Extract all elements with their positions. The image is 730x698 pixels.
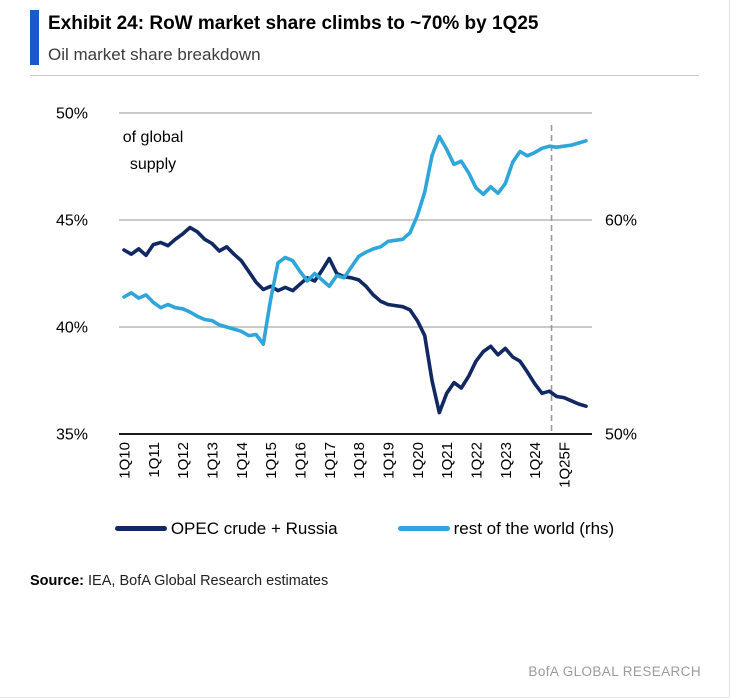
exhibit-title: Exhibit 24: RoW market share climbs to ~… xyxy=(48,13,539,34)
legend-label-rest-of-world: rest of the world (rhs) xyxy=(453,518,615,538)
right-axis-tick-label: 50% xyxy=(605,426,637,443)
left-axis-tick-label: 35% xyxy=(56,426,88,443)
chart-area: 50% 45% 40% 35% 60% 50% 1Q10 1Q11 1Q12 1Q13 1Q14 1Q… xyxy=(0,78,729,513)
x-axis-tick-label: 1Q14 xyxy=(234,442,251,479)
source-text: IEA, BofA Global Research estimates xyxy=(84,572,329,589)
x-axis-tick-label: 1Q23 xyxy=(498,442,515,479)
exhibit-subtitle: Oil market share breakdown xyxy=(48,44,261,64)
legend-item-opec-russia: OPEC crude + Russia xyxy=(114,518,338,539)
source-line: Source: IEA, BofA Global Research estima… xyxy=(30,573,729,589)
x-axis-tick-label: 1Q10 xyxy=(117,442,134,479)
x-axis-tick-label: 1Q18 xyxy=(351,442,368,479)
x-axis-tick-label: 1Q21 xyxy=(439,442,456,479)
oil-market-share-line-chart: 50% 45% 40% 35% 60% 50% 1Q10 1Q11 1Q12 1Q13 1Q14 1Q… xyxy=(56,105,637,488)
left-axis-tick-label: 45% xyxy=(56,212,88,229)
series-line-opec-russia xyxy=(122,225,588,415)
right-axis-tick-label: 60% xyxy=(605,212,637,229)
x-axis-tick-label: 1Q22 xyxy=(469,442,486,479)
x-axis-tick-label: 1Q25F xyxy=(557,442,574,488)
x-axis-tick-label: 1Q24 xyxy=(527,442,544,479)
brand-footer: BofA GLOBAL RESEARCH xyxy=(528,664,701,679)
legend-item-rest-of-world: rest of the world (rhs) xyxy=(397,518,615,539)
x-axis-tick-label: 1Q13 xyxy=(205,442,222,479)
left-axis-tick-label: 50% xyxy=(56,105,88,122)
annotation-of-global-supply: supply xyxy=(130,156,176,173)
x-axis-tick-label: 1Q17 xyxy=(322,442,339,479)
left-axis-tick-label: 40% xyxy=(56,319,88,336)
legend-label-opec-russia: OPEC crude + Russia xyxy=(170,518,338,538)
x-axis-tick-label: 1Q19 xyxy=(381,442,398,479)
header-text: Exhibit 24: RoW market share climbs to ~… xyxy=(48,10,538,65)
x-axis-tick-label: 1Q11 xyxy=(146,442,163,478)
x-axis-tick-label: 1Q16 xyxy=(293,442,310,479)
exhibit-header: Exhibit 24: RoW market share climbs to ~… xyxy=(0,0,729,65)
accent-bar xyxy=(30,10,39,65)
header-divider xyxy=(30,74,699,76)
chart-legend: OPEC crude + Russia rest of the world (r… xyxy=(0,519,729,539)
x-axis-tick-label: 1Q12 xyxy=(175,442,192,479)
legend-swatch-cyan xyxy=(397,526,450,532)
annotation-of-global-supply: of global xyxy=(123,129,184,146)
series-line-rest-of-world xyxy=(122,134,588,346)
x-axis-tick-label: 1Q20 xyxy=(410,442,427,479)
source-label: Source: xyxy=(30,572,84,589)
x-axis-tick-label: 1Q15 xyxy=(263,442,280,479)
legend-swatch-navy xyxy=(114,526,167,532)
